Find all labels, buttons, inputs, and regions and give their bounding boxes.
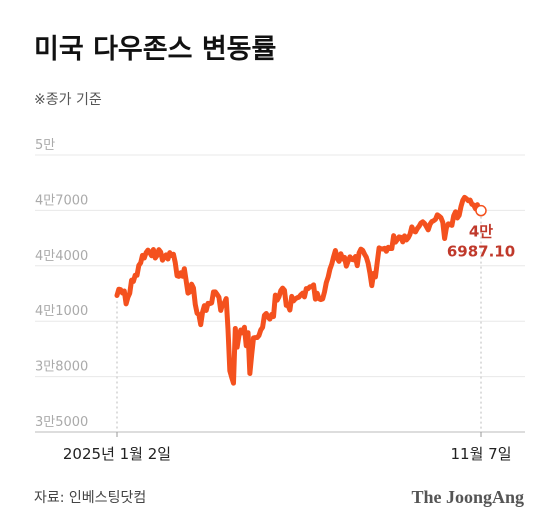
y-tick-label: 4만7000: [35, 193, 88, 208]
y-tick-label: 5만: [35, 138, 55, 153]
brand: The JoongAng: [411, 487, 524, 507]
x-tick-label: 2025년 1월 2일: [63, 445, 171, 463]
x-tick-label: 11월 7일: [451, 445, 512, 463]
source: 자료: 인베스팅닷컴: [34, 490, 146, 506]
y-tick-label: 3만5000: [35, 415, 88, 430]
y-tick-label: 4만1000: [35, 304, 88, 319]
value-label: 4만 6987.10: [447, 223, 515, 261]
y-tick-label: 4만4000: [35, 249, 88, 264]
end-marker: [475, 204, 487, 217]
chart-title: 미국 다우존스 변동률: [34, 34, 276, 65]
chart-subtitle: ※종가 기준: [34, 92, 102, 108]
y-tick-label: 3만8000: [35, 360, 88, 375]
line: [114, 194, 484, 386]
